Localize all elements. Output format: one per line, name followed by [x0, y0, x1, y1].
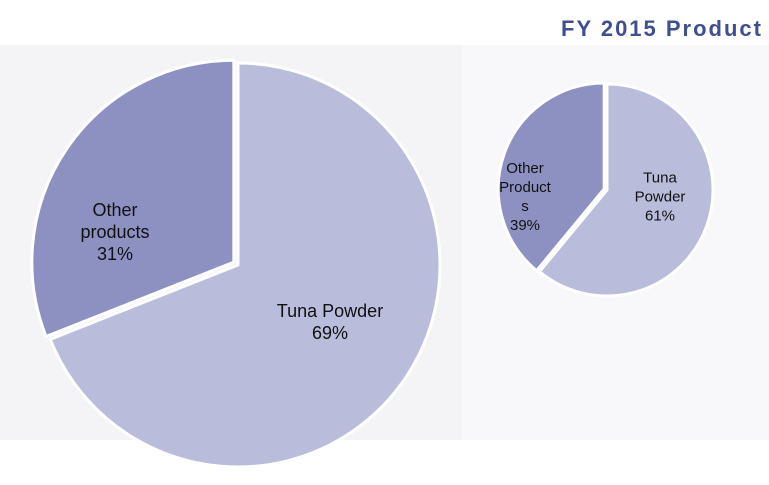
slice-label: Tuna Powder 61% — [630, 169, 690, 226]
pie-slice — [48, 61, 442, 469]
slice-label: Other products 31% — [60, 199, 170, 265]
pie-slice — [496, 81, 606, 273]
slice-value: 69% — [311, 323, 349, 343]
chart-title: FY 2015 Product — [561, 16, 763, 41]
slice-name: Tuna Powder — [634, 169, 686, 206]
pie-slice — [537, 82, 715, 298]
slice-label: Tuna Powder 69% — [255, 300, 405, 344]
slice-name: Other Products — [499, 160, 551, 215]
slice-label: Other Products 39% — [496, 159, 554, 235]
slice-value: 39% — [509, 217, 541, 234]
slice-value: 31% — [96, 244, 134, 264]
pie-slice — [30, 58, 236, 339]
slice-name: Tuna Powder — [276, 301, 384, 321]
slice-name: Other products — [80, 200, 150, 242]
slice-value: 61% — [644, 207, 676, 225]
